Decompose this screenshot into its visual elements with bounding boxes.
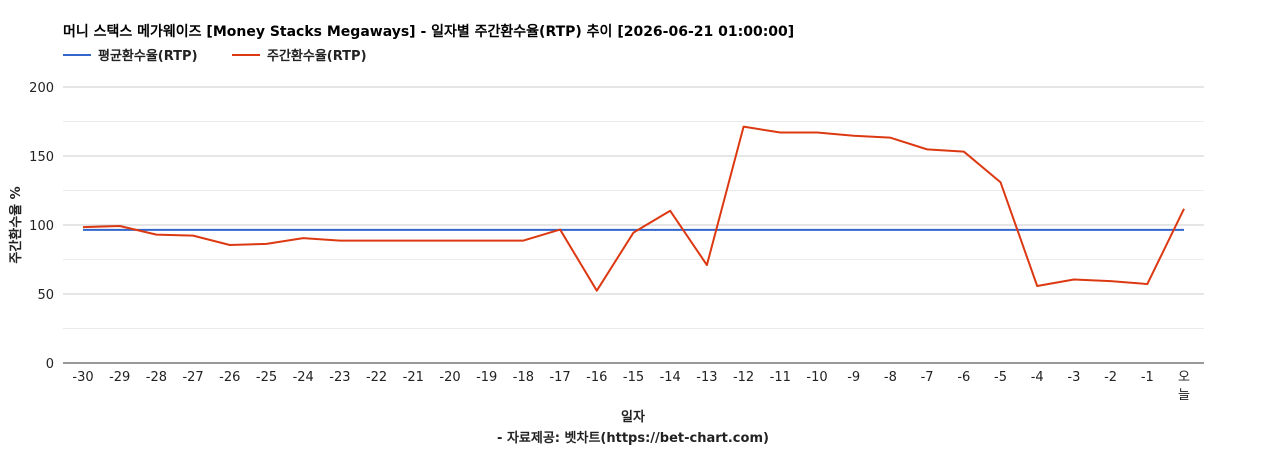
x-tick-label: -12: [733, 370, 754, 385]
y-tick-label: 0: [46, 357, 54, 372]
x-axis-title: 일자: [621, 410, 645, 425]
series-lines: [82, 125, 1185, 292]
x-tick-label: -15: [623, 370, 644, 385]
x-tick-label: -27: [182, 370, 203, 385]
gridlines: [63, 86, 1204, 364]
x-tick-label: -18: [513, 370, 534, 385]
x-tick-label: -23: [329, 370, 350, 385]
x-tick-label: -2: [1104, 370, 1117, 385]
x-tick-label: -10: [806, 370, 827, 385]
source-credit: - 자료제공: 벳차트(https://bet-chart.com): [497, 430, 769, 446]
x-tick-label: -19: [476, 370, 497, 385]
x-tick-label: -28: [146, 370, 167, 385]
y-axis-title: 주간환수율 %: [8, 186, 24, 263]
x-tick-label: -11: [770, 370, 791, 385]
x-tick-label: -5: [994, 370, 1007, 385]
x-tick-label: -7: [921, 370, 934, 385]
weekly-rtp-line: [82, 125, 1185, 292]
x-tick-label: -24: [293, 370, 314, 385]
x-tick-label: -25: [256, 370, 277, 385]
chart-title: 머니 스택스 메가웨이즈 [Money Stacks Megaways] - 일…: [63, 23, 794, 40]
x-axis-ticks: -30 -29 -28 -27 -26 -25 -24 -23 -22 -21 -20 -19 -18-…: [72, 370, 1190, 403]
x-tick-label: -20: [439, 370, 460, 385]
x-tick-label: -14: [660, 370, 681, 385]
x-tick-label: -8: [884, 370, 897, 385]
y-tick-label: 100: [29, 219, 54, 234]
x-tick-label: -30: [72, 370, 93, 385]
x-tick-label: -17: [549, 370, 570, 385]
x-tick-label: -9: [847, 370, 860, 385]
legend-label: 주간환수율(RTP): [267, 48, 367, 64]
x-tick-label: -1: [1141, 370, 1154, 385]
x-tick-label: -22: [366, 370, 387, 385]
legend-label: 평균환수율(RTP): [98, 48, 198, 64]
x-tick-label: -21: [403, 370, 424, 385]
y-tick-label: 200: [29, 81, 54, 96]
x-tick-label: -4: [1031, 370, 1044, 385]
x-tick-label: -29: [109, 370, 130, 385]
legend: 평균환수율(RTP) 주간환수율(RTP): [63, 48, 367, 64]
y-axis-ticks: 0 50 100 150 200: [29, 81, 54, 372]
y-tick-label: 50: [37, 288, 54, 303]
x-tick-label: -13: [696, 370, 717, 385]
x-tick-label: -3: [1067, 370, 1080, 385]
x-tick-label: -16: [586, 370, 607, 385]
y-tick-label: 150: [29, 150, 54, 165]
x-tick-label: -26: [219, 370, 240, 385]
x-tick-label: -6: [957, 370, 970, 385]
